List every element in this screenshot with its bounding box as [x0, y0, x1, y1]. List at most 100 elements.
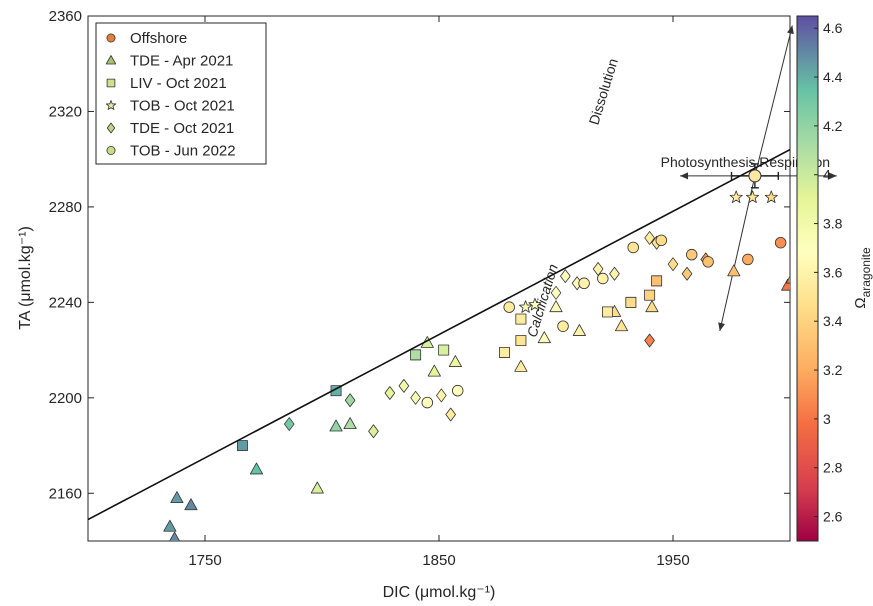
data-point [867, 221, 873, 232]
x-tick-label: 1950 [656, 552, 689, 569]
data-point [578, 277, 590, 290]
photosynthesis-arrow-head [680, 172, 689, 180]
x-tick-label: 1850 [422, 552, 455, 569]
data-point [236, 440, 248, 452]
colorbar-tick-label: 2.6 [823, 509, 843, 525]
y-tick-label: 2360 [49, 8, 82, 25]
data-point [850, 180, 861, 191]
legend-entry: TDE - Oct 2021 [130, 120, 234, 137]
colorbar-tick-label: 3 [823, 411, 831, 427]
legend-entry: LIV - Oct 2021 [130, 75, 227, 92]
legend-marker [105, 55, 117, 65]
dissolution-arrow-head [787, 25, 794, 35]
x-axis-label: DIC (μmol.kg⁻¹) [383, 584, 496, 601]
data-point [644, 231, 655, 245]
legend-marker [106, 145, 116, 155]
data-point [163, 519, 177, 532]
data-point [249, 462, 264, 475]
data-point [602, 306, 613, 318]
colorbar: 2.6 2.8 3 3.2 3.4 3.6 3.8 4 4.2 4.4 4.6 [796, 15, 843, 542]
colorbar-tick-label: 4 [823, 167, 831, 183]
data-point [514, 359, 528, 372]
data-point [503, 301, 515, 313]
data-point [627, 241, 639, 254]
legend-entry: TOB - Jun 2022 [130, 143, 236, 160]
data-point [436, 388, 447, 403]
data-point [537, 331, 551, 344]
regression-line [88, 148, 790, 521]
legend-entry: Offshore [130, 30, 187, 47]
data-point [515, 335, 527, 347]
data-point [169, 531, 181, 541]
data-point [519, 300, 533, 313]
colorbar-tick-label: 3.8 [823, 216, 843, 232]
x-axis: 1750185019502050 [188, 16, 690, 569]
colorbar-tick-label: 2.8 [823, 460, 843, 476]
data-point [398, 378, 410, 393]
colorbar-gradient [796, 15, 819, 542]
data-point [343, 417, 357, 430]
data-point [445, 407, 456, 422]
data-point [515, 313, 527, 325]
data-point [597, 272, 609, 285]
data-point [451, 384, 464, 397]
data-point [609, 266, 620, 281]
data-point [528, 297, 542, 311]
offshore-point [748, 169, 762, 183]
data-point [329, 419, 343, 432]
y-tick-label: 2240 [49, 294, 82, 311]
data-point [655, 234, 668, 247]
calcification-arrow-head [718, 322, 725, 331]
legend-marker [106, 78, 116, 88]
data-point [283, 417, 295, 431]
data-point [557, 320, 569, 332]
data-point [549, 300, 563, 313]
data-point [499, 347, 510, 358]
data-point [384, 386, 396, 400]
data-points [163, 180, 873, 541]
legend-marker [105, 100, 117, 110]
respiration-arrow-head [828, 172, 837, 180]
photosynthesis-label: Photosynthesis [661, 154, 756, 170]
data-point [448, 355, 462, 367]
data-point [625, 296, 637, 308]
data-point [410, 349, 422, 361]
data-point [645, 300, 659, 313]
data-point [685, 248, 698, 261]
colorbar-tick-label: 3.6 [823, 264, 843, 280]
y-tick-label: 2200 [49, 390, 82, 407]
legend-entry: TOB - Oct 2021 [130, 98, 235, 115]
colorbar-tick-label: 4.2 [823, 118, 843, 134]
data-point [184, 498, 198, 511]
data-point [681, 266, 693, 281]
y-tick-label: 2320 [49, 103, 82, 120]
colorbar-tick-label: 3.4 [823, 313, 843, 329]
data-point [344, 393, 356, 408]
data-point [572, 324, 586, 336]
y-axis-label: TA (μmol.kg⁻¹) [17, 226, 34, 330]
x-tick-label: 1750 [188, 552, 221, 569]
data-point [745, 190, 760, 204]
data-point [702, 256, 714, 268]
data-point [785, 275, 790, 284]
data-point [667, 257, 679, 272]
data-point [614, 319, 629, 332]
data-point [560, 269, 571, 284]
colorbar-label: Ωaragonite [852, 247, 873, 309]
data-point [774, 236, 787, 249]
legend-entry: TDE - Apr 2021 [130, 53, 233, 70]
dissolution-arrow [754, 25, 793, 177]
data-point [727, 264, 741, 277]
data-point [170, 491, 184, 503]
respiration-label: Respiration [759, 154, 830, 170]
colorbar-tick-label: 4.4 [823, 69, 843, 85]
data-point [310, 481, 324, 494]
data-point [644, 289, 656, 301]
data-point [729, 190, 743, 204]
colorbar-tick-label: 4.6 [823, 20, 843, 36]
data-point [651, 275, 663, 287]
data-point [644, 333, 655, 348]
data-point [368, 424, 379, 439]
y-tick-label: 2160 [49, 485, 82, 502]
